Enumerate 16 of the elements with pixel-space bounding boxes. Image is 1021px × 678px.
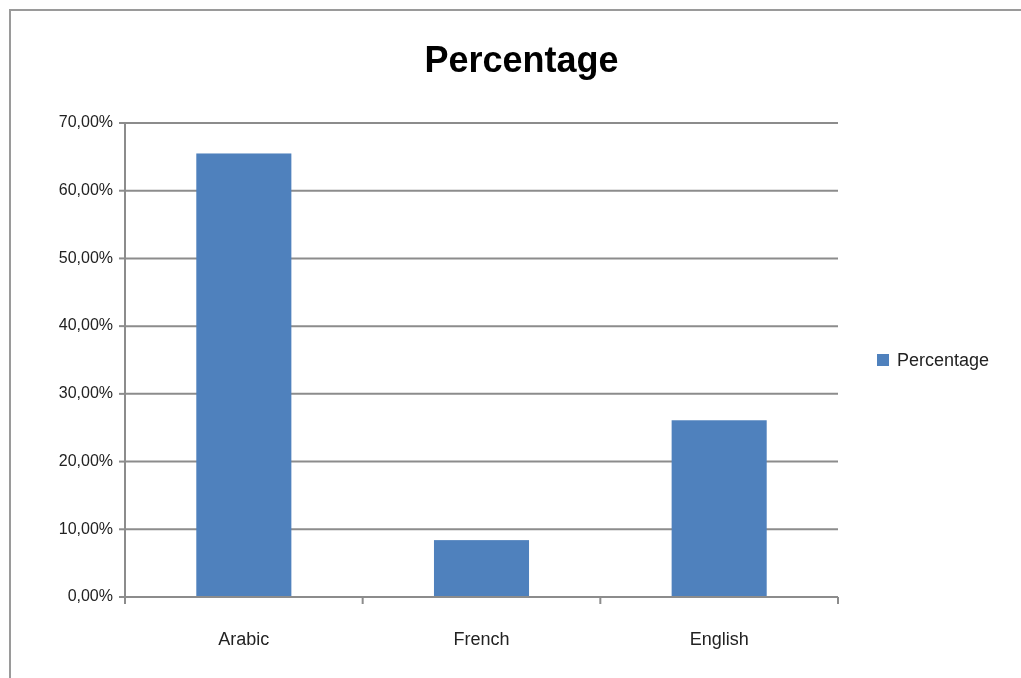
y-tick-label: 30,00%: [58, 384, 113, 402]
y-tick-label: 60,00%: [58, 180, 113, 198]
y-tick-label: 50,00%: [58, 248, 113, 266]
y-tick-label: 0,00%: [67, 587, 113, 605]
legend-label: Percentage: [897, 350, 990, 371]
bar: [196, 153, 292, 597]
bar: [433, 540, 530, 597]
x-tick-label: Arabic: [218, 628, 270, 649]
y-tick-label: 40,00%: [58, 316, 113, 334]
x-tick-label: English: [689, 628, 749, 649]
y-tick-label: 20,00%: [58, 451, 113, 469]
x-tick-label: French: [453, 628, 510, 649]
bar: [671, 420, 767, 597]
chart-title: Percentage: [424, 38, 619, 80]
y-tick-label: 10,00%: [58, 519, 113, 537]
y-tick-label: 70,00%: [58, 113, 113, 131]
